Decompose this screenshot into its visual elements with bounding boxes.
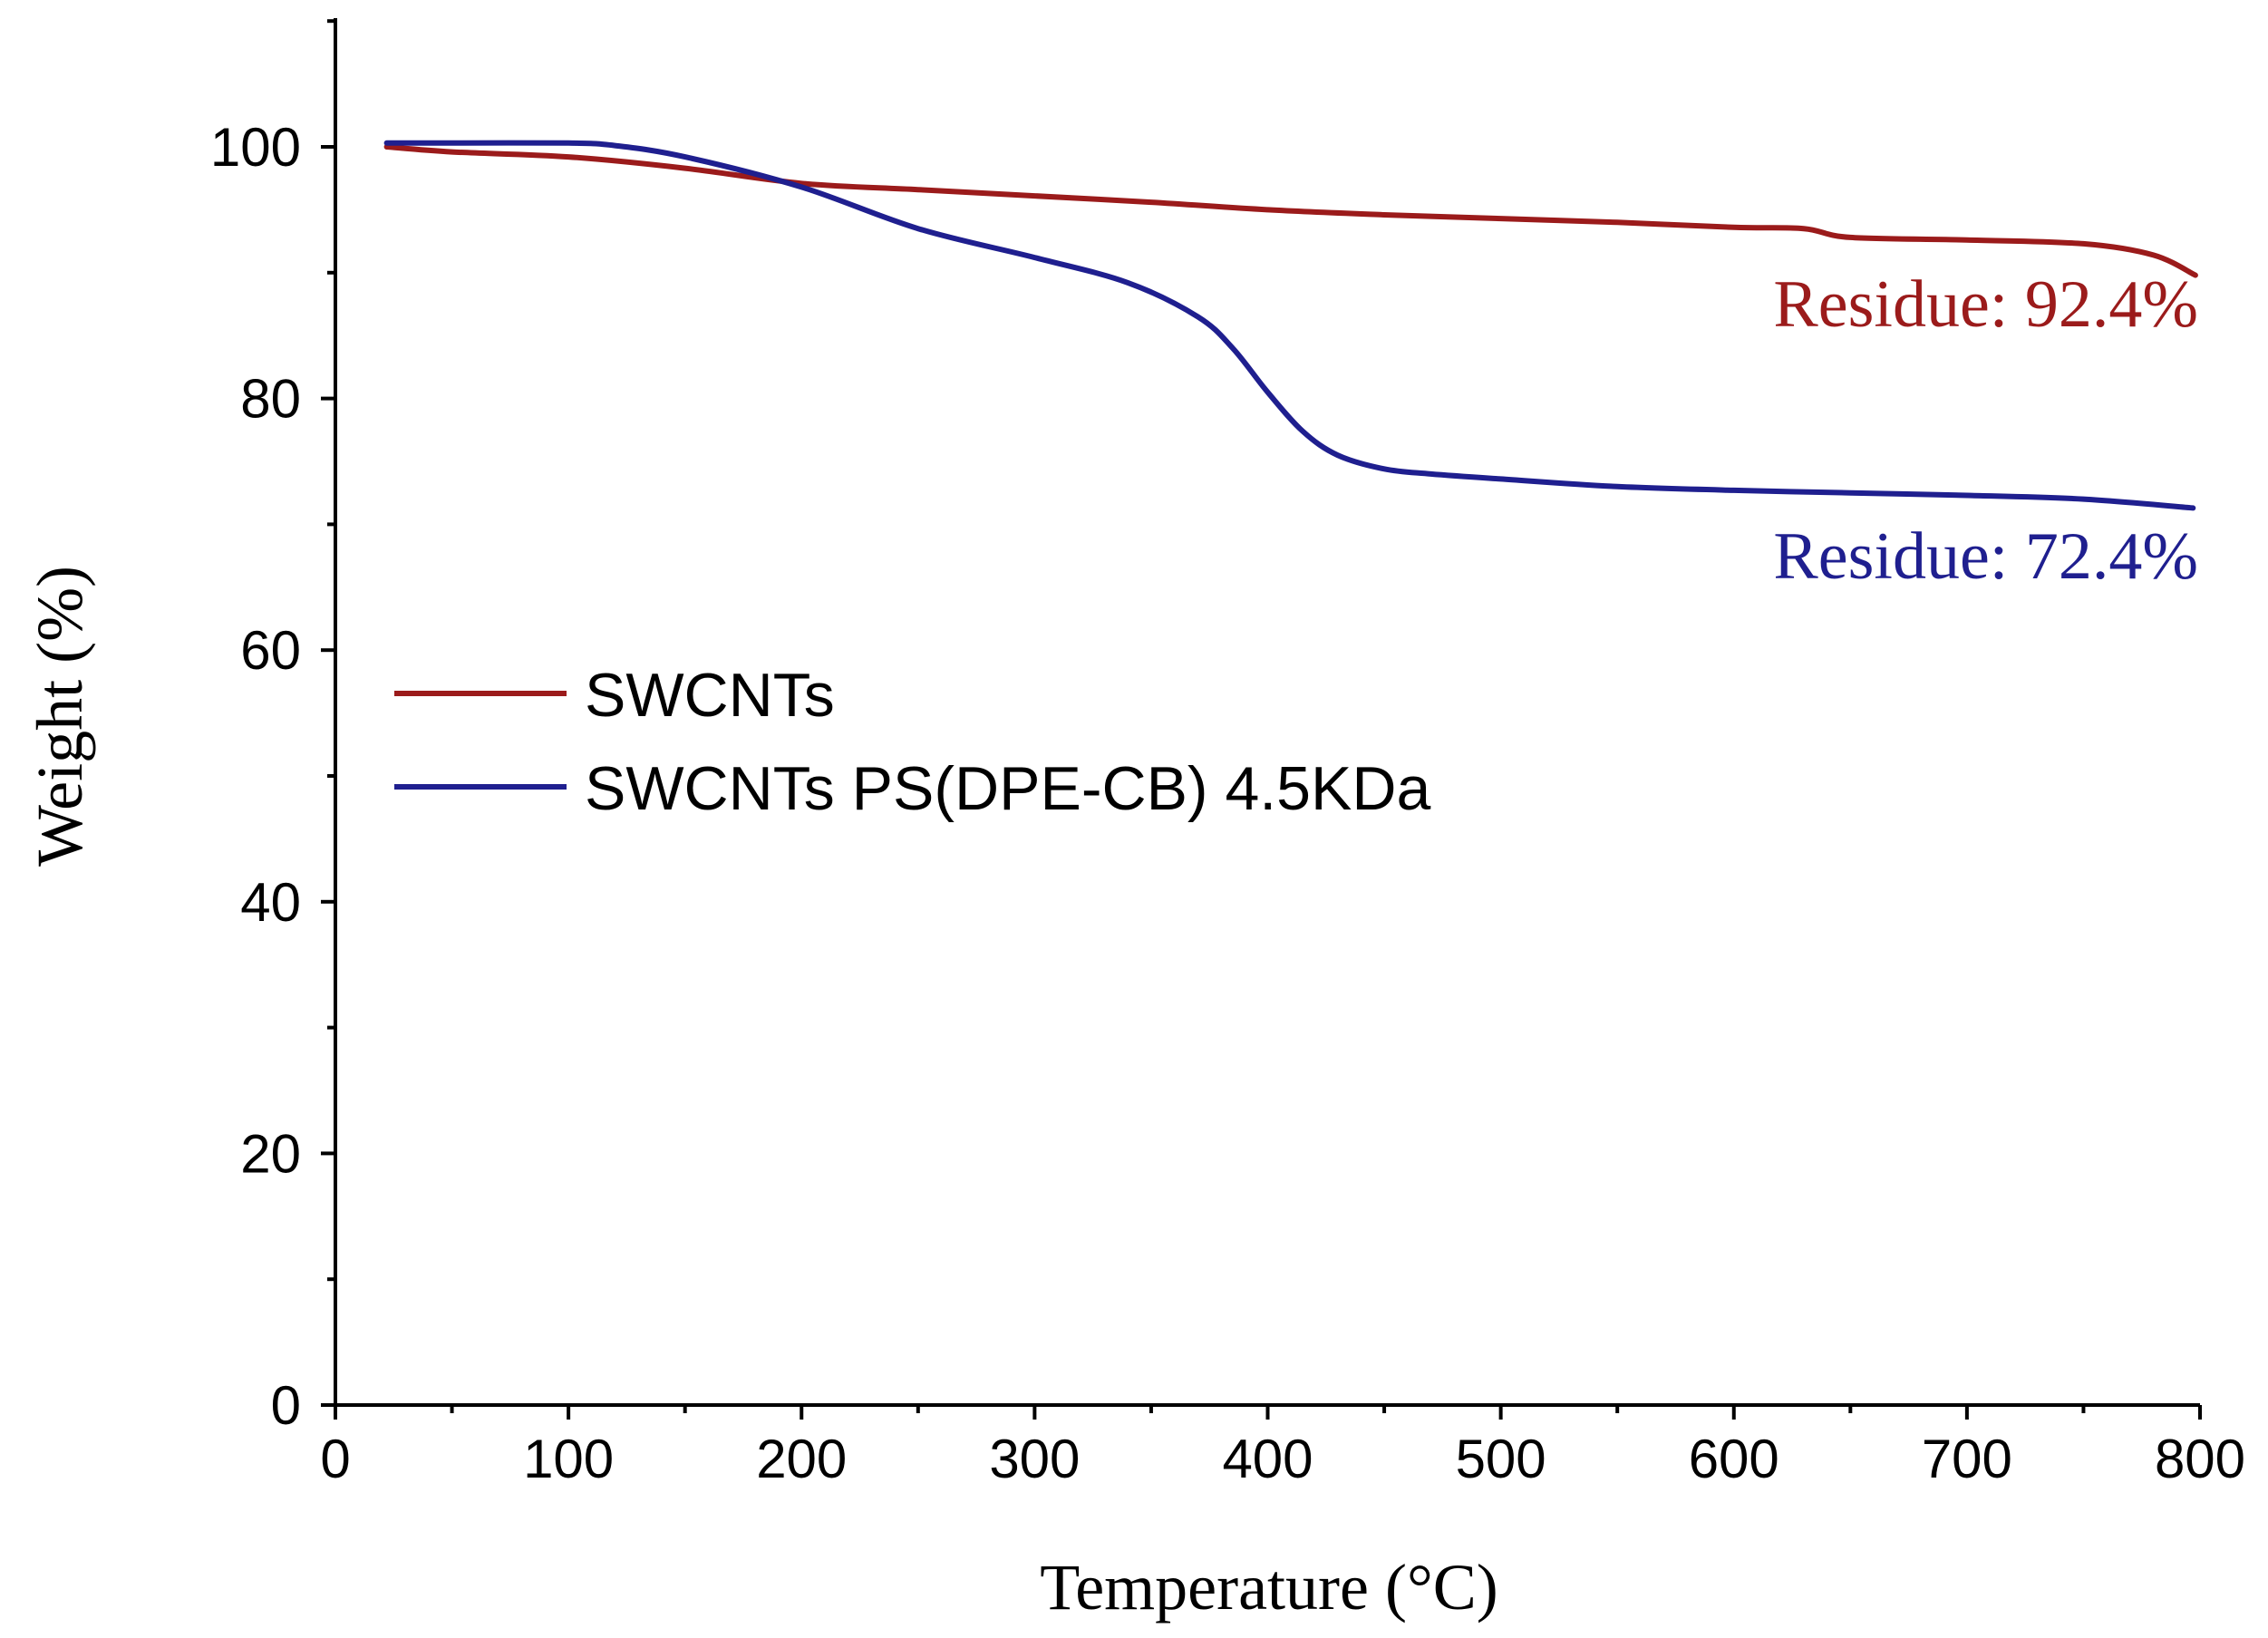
series-line-swcnts-ps-dpe-cb [383,140,2196,511]
y-tick-label-0: 0 [271,1375,301,1436]
legend: SWCNTs SWCNTs PS(DPE-CB) 4.5KDa [394,661,1430,823]
x-tick-label-100: 100 [523,1429,614,1489]
y-ticks: 0 20 40 60 80 100 [210,19,335,1436]
x-tick-label-300: 300 [989,1429,1080,1489]
legend-label-swcnts-ps: SWCNTs PS(DPE-CB) 4.5KDa [585,754,1430,823]
y-axis-title: Weight (%) [24,566,96,867]
x-axis-title: Temperature (°C) [1040,1551,1498,1623]
y-tick-label-100: 100 [210,117,301,178]
series-group [383,140,2198,511]
x-ticks: 0 100 200 300 400 500 600 700 800 [320,1405,2245,1489]
x-tick-label-500: 500 [1456,1429,1546,1489]
y-tick-label-20: 20 [240,1123,301,1184]
residue-annotation-swcnts: Residue: 92.4% [1773,267,2198,342]
y-tick-label-60: 60 [240,620,301,681]
x-tick-label-200: 200 [756,1429,847,1489]
y-tick-label-80: 80 [240,369,301,430]
x-tick-label-800: 800 [2155,1429,2245,1489]
residue-annotation-swcnts-ps: Residue: 72.4% [1773,519,2198,594]
series-line-swcnts [383,144,2198,278]
x-tick-label-700: 700 [1922,1429,2012,1489]
legend-label-swcnts: SWCNTs [585,661,835,730]
x-tick-label-400: 400 [1222,1429,1313,1489]
x-tick-label-0: 0 [320,1429,350,1489]
x-tick-label-600: 600 [1689,1429,1779,1489]
y-tick-label-40: 40 [240,872,301,933]
